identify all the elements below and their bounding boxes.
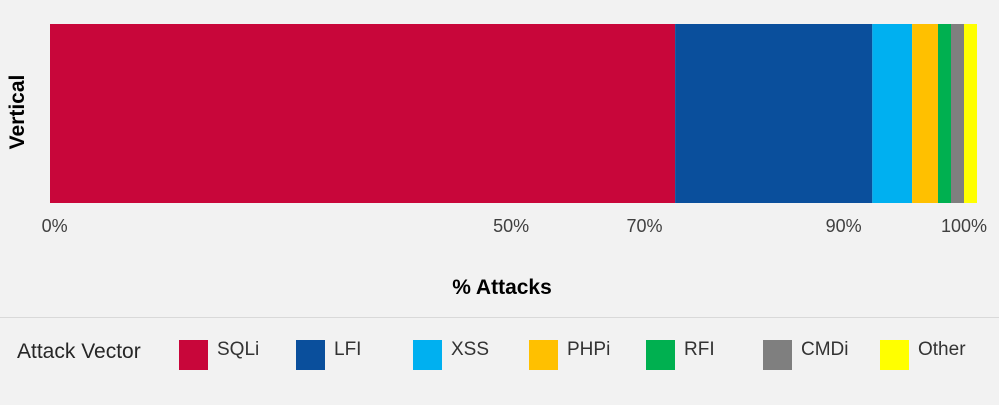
x-tick-label: 50% (493, 216, 529, 236)
bar-segment-other (964, 24, 977, 203)
legend-label: XSS (451, 339, 490, 360)
legend-label: PHPi (567, 339, 611, 360)
x-tick-label: 70% (626, 216, 662, 236)
legend-label: LFI (334, 339, 362, 360)
legend: Attack Vector SQLi LFI XSS PHPi RFI CMDi Other (0, 318, 999, 405)
legend-swatch (880, 340, 909, 370)
bar-segment-rfi (938, 24, 951, 203)
bar-segment-sqli (50, 24, 676, 203)
x-tick-label: 90% (826, 216, 862, 236)
legend-divider (0, 317, 999, 318)
x-tick-label: 0% (42, 216, 68, 236)
legend-swatch (529, 340, 558, 370)
legend-label: RFI (684, 339, 715, 360)
bar-stack (50, 24, 977, 203)
legend-swatch (646, 340, 675, 370)
legend-label: CMDi (801, 339, 849, 360)
bar-segment-phpi (912, 24, 938, 203)
bar-segment-cmdi (951, 24, 964, 203)
legend-label: Other (918, 339, 966, 360)
x-tick-label: 100% (941, 216, 987, 236)
x-axis-ticks: 0% 50% 70% 90% 100% (42, 216, 987, 236)
y-axis-label: Vertical (6, 75, 29, 150)
legend-label: SQLi (217, 339, 260, 360)
legend-swatch (763, 340, 792, 370)
x-axis-label: % Attacks (452, 276, 552, 299)
legend-swatch (179, 340, 208, 370)
legend-title: Attack Vector (17, 340, 141, 363)
chart: 0% 50% 70% 90% 100% Vertical % Attacks (6, 24, 987, 299)
legend-swatch (296, 340, 325, 370)
legend-swatch (413, 340, 442, 370)
bar-segment-lfi (675, 24, 873, 203)
bar-segment-xss (872, 24, 913, 203)
